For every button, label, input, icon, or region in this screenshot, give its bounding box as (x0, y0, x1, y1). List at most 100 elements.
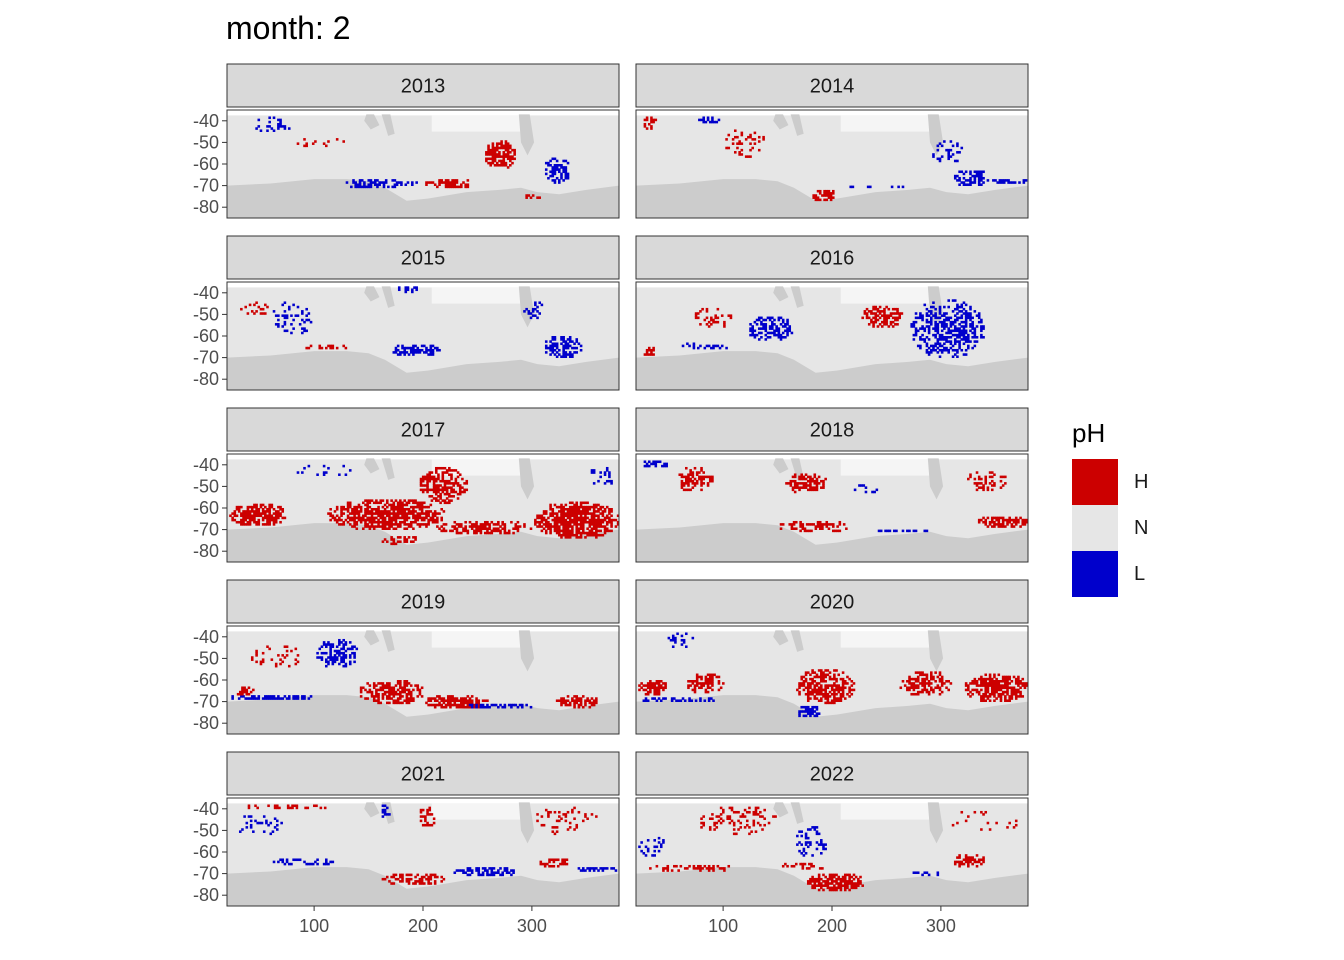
heat-cell-l (252, 830, 255, 833)
heat-cell-h (442, 877, 446, 881)
heat-cell-l (470, 705, 474, 709)
heat-cell-h (444, 699, 448, 702)
heat-cell-l (338, 473, 341, 476)
heat-cell-h (362, 518, 365, 522)
heat-cell-l (560, 338, 563, 341)
heat-cell-l (958, 327, 961, 330)
heat-cell-h (815, 482, 819, 485)
heat-cell-l (510, 703, 513, 707)
heat-cell-l (940, 325, 944, 328)
heat-cell-h (392, 690, 396, 694)
heat-cell-h (335, 508, 339, 511)
heat-cell-h (809, 684, 812, 687)
heat-cell-h (1010, 688, 1014, 692)
heat-cell-l (566, 353, 570, 356)
heat-cell-l (949, 316, 953, 320)
heat-cell-h (370, 520, 374, 524)
heat-cell-h (233, 510, 237, 513)
heat-cell-h (575, 826, 579, 829)
heat-cell-h (392, 527, 396, 530)
heat-cell-h (865, 314, 869, 317)
heat-cell-l (813, 710, 817, 713)
heat-cell-h (995, 697, 998, 700)
heat-cell-l (603, 471, 607, 474)
heat-cell-h (551, 508, 555, 511)
heat-cell-h (995, 680, 998, 683)
heat-cell-l (261, 697, 265, 700)
heat-cell-h (564, 529, 568, 533)
heat-cell-h (824, 673, 827, 677)
heat-cell-h (247, 686, 251, 690)
heat-cell-l (869, 185, 872, 189)
heat-cell-l (575, 340, 579, 343)
heat-cell-h (848, 880, 851, 883)
heat-cell-h (346, 503, 350, 507)
heat-cell-h (747, 155, 750, 158)
heat-cell-h (689, 479, 692, 483)
heat-cell-l (927, 314, 931, 317)
heat-cell-h (1025, 518, 1028, 522)
heat-cell-h (581, 520, 585, 524)
heat-cell-h (502, 146, 506, 150)
heat-cell-h (355, 516, 359, 520)
heat-cell-h (409, 520, 413, 524)
heat-cell-h (815, 488, 819, 492)
heat-cell-h (464, 185, 467, 189)
heat-cell-h (560, 508, 563, 511)
heat-cell-h (863, 312, 867, 315)
heat-cell-h (592, 516, 596, 520)
heat-cell-h (564, 533, 568, 537)
heat-cell-l (798, 710, 801, 713)
heat-cell-l (464, 871, 467, 874)
heat-cell-h (544, 518, 548, 522)
heat-cell-l (429, 346, 433, 350)
heat-cell-h (403, 516, 406, 520)
heat-cell-l (403, 346, 406, 350)
heat-cell-l (779, 338, 783, 341)
heat-cell-l (344, 662, 348, 666)
heat-cell-h (753, 138, 757, 141)
heat-cell-h (874, 314, 878, 317)
heat-cell-h (964, 684, 968, 687)
heat-cell-h (694, 312, 698, 315)
heat-cell-l (969, 170, 972, 174)
heat-cell-l (775, 327, 778, 330)
heat-cell-h (407, 699, 411, 702)
heat-cell-h (837, 875, 841, 879)
heat-cell-h (566, 536, 570, 539)
heat-cell-h (799, 529, 802, 533)
heat-cell-h (385, 695, 389, 698)
heat-cell-h (416, 873, 420, 877)
heat-cell-h (491, 144, 495, 148)
heat-cell-l (466, 873, 470, 877)
heat-cell-h (457, 705, 461, 709)
heat-cell-l (272, 310, 276, 313)
heat-cell-h (820, 688, 823, 692)
heat-cell-h (249, 690, 253, 694)
heat-cell-h (1004, 675, 1007, 679)
heat-cell-h (993, 690, 996, 694)
heat-cell-h (394, 684, 398, 687)
heat-cell-h (763, 808, 766, 812)
heat-cell-l (486, 869, 489, 872)
heat-cell-l (958, 342, 961, 346)
y-tick-label: -70 (193, 176, 219, 196)
heat-cell-h (462, 697, 465, 700)
heat-cell-h (1004, 475, 1007, 479)
heat-cell-h (432, 484, 436, 487)
heat-cell-h (294, 662, 298, 666)
heat-cell-h (801, 525, 805, 528)
heat-cell-h (549, 505, 552, 509)
heat-cell-h (426, 823, 429, 827)
heat-cell-h (833, 675, 836, 679)
heat-cell-l (943, 336, 946, 339)
heat-cell-h (405, 512, 409, 515)
heat-cell-h (687, 680, 690, 683)
heat-cell-h (544, 531, 548, 535)
heat-cell-l (654, 464, 658, 468)
heat-cell-h (789, 479, 793, 483)
heat-cell-h (492, 523, 496, 526)
heat-cell-h (568, 520, 572, 524)
heat-cell-h (368, 690, 372, 694)
heat-cell-h (1010, 523, 1014, 526)
